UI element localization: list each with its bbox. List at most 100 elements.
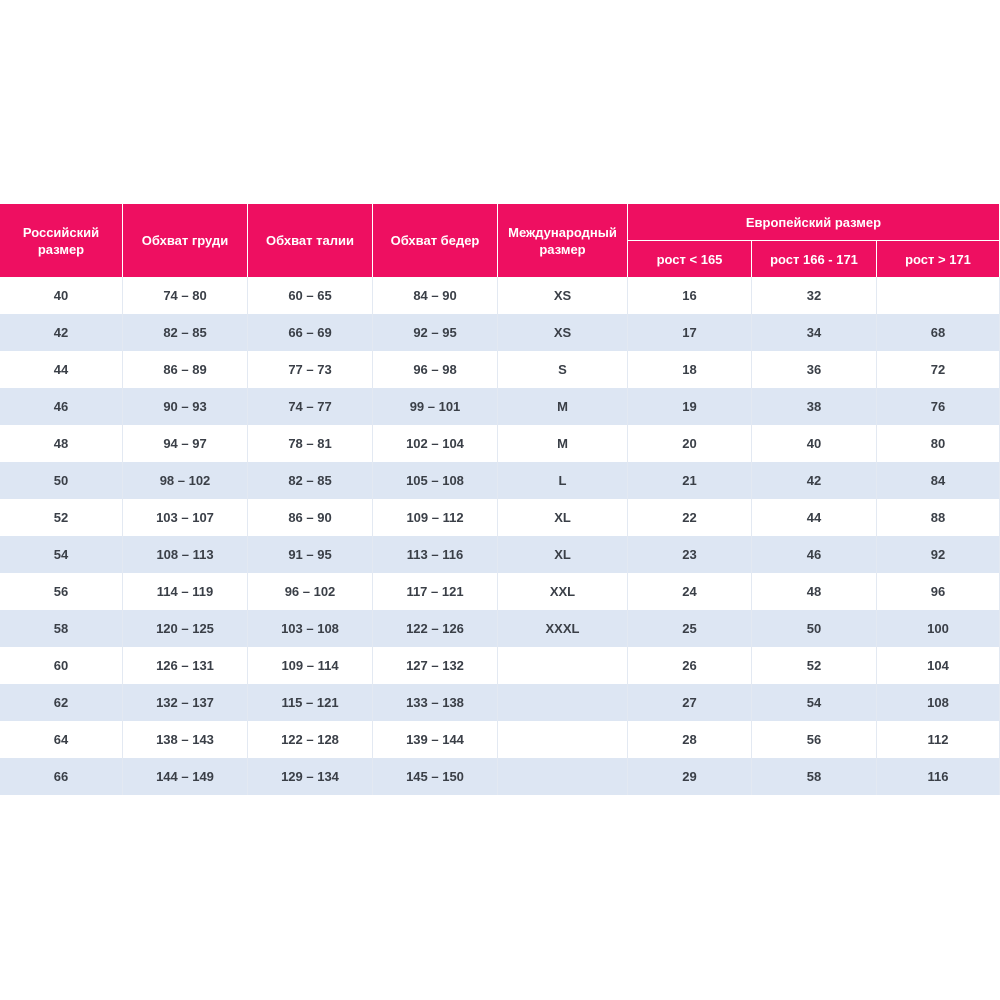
table-cell: XL <box>498 536 628 573</box>
header-subcell: рост 166 - 171 <box>752 241 877 278</box>
table-cell: 72 <box>877 351 1000 388</box>
table-cell: 145 – 150 <box>373 758 498 795</box>
table-cell: 99 – 101 <box>373 388 498 425</box>
table-cell: 133 – 138 <box>373 684 498 721</box>
table-cell: XS <box>498 314 628 351</box>
table-cell <box>498 684 628 721</box>
table-cell: 76 <box>877 388 1000 425</box>
table-cell: 58 <box>752 758 877 795</box>
table-cell: 102 – 104 <box>373 425 498 462</box>
table-cell: 78 – 81 <box>248 425 373 462</box>
table-cell: 96 <box>877 573 1000 610</box>
table-cell: 29 <box>628 758 752 795</box>
table-cell: 84 – 90 <box>373 277 498 314</box>
table-cell: 18 <box>628 351 752 388</box>
table-cell: XXXL <box>498 610 628 647</box>
table-cell: 21 <box>628 462 752 499</box>
table-cell: 132 – 137 <box>123 684 248 721</box>
table-cell: 50 <box>0 462 123 499</box>
table-cell: 122 – 128 <box>248 721 373 758</box>
table-cell: 68 <box>877 314 1000 351</box>
table-cell <box>498 758 628 795</box>
header-subcell: рост < 165 <box>628 241 752 278</box>
table-cell: 54 <box>752 684 877 721</box>
table-cell: XS <box>498 277 628 314</box>
table-cell: 80 <box>877 425 1000 462</box>
table-cell: 23 <box>628 536 752 573</box>
table-cell: 120 – 125 <box>123 610 248 647</box>
table-cell: 86 – 90 <box>248 499 373 536</box>
table-cell: 44 <box>752 499 877 536</box>
header-cell: Обхват талии <box>248 204 373 278</box>
table-cell: 42 <box>0 314 123 351</box>
table-cell: L <box>498 462 628 499</box>
table-cell: 34 <box>752 314 877 351</box>
table-cell: 50 <box>752 610 877 647</box>
table-cell: 122 – 126 <box>373 610 498 647</box>
table-cell: 105 – 108 <box>373 462 498 499</box>
table-cell: 40 <box>752 425 877 462</box>
table-cell: 96 – 102 <box>248 573 373 610</box>
table-cell: 60 <box>0 647 123 684</box>
table-cell: 19 <box>628 388 752 425</box>
table-cell: 66 – 69 <box>248 314 373 351</box>
table-cell: 46 <box>0 388 123 425</box>
table-cell: 54 <box>0 536 123 573</box>
table-cell: 144 – 149 <box>123 758 248 795</box>
table-cell <box>877 277 1000 314</box>
table-cell: 48 <box>752 573 877 610</box>
table-cell: 104 <box>877 647 1000 684</box>
table-cell: 66 <box>0 758 123 795</box>
table-cell: 52 <box>0 499 123 536</box>
table-cell: XXL <box>498 573 628 610</box>
table-cell: 44 <box>0 351 123 388</box>
table-cell: 27 <box>628 684 752 721</box>
table-cell: 108 – 113 <box>123 536 248 573</box>
table-cell: 17 <box>628 314 752 351</box>
table-cell: 60 – 65 <box>248 277 373 314</box>
table-cell: 24 <box>628 573 752 610</box>
table-cell: 40 <box>0 277 123 314</box>
table-cell: 26 <box>628 647 752 684</box>
table-cell: 138 – 143 <box>123 721 248 758</box>
table-cell <box>498 721 628 758</box>
table-cell: 62 <box>0 684 123 721</box>
table-cell: 115 – 121 <box>248 684 373 721</box>
table-cell: 74 – 77 <box>248 388 373 425</box>
table-cell: 22 <box>628 499 752 536</box>
table-cell: 82 – 85 <box>123 314 248 351</box>
table-cell: 96 – 98 <box>373 351 498 388</box>
table-cell: 48 <box>0 425 123 462</box>
table-cell: 20 <box>628 425 752 462</box>
table-cell: 46 <box>752 536 877 573</box>
header-cell: Обхват груди <box>123 204 248 278</box>
table-cell: 84 <box>877 462 1000 499</box>
table-cell: 114 – 119 <box>123 573 248 610</box>
table-cell: 28 <box>628 721 752 758</box>
table-cell: 58 <box>0 610 123 647</box>
table-cell: 113 – 116 <box>373 536 498 573</box>
table-cell: 88 <box>877 499 1000 536</box>
table-cell: 56 <box>752 721 877 758</box>
header-group: Европейский размер <box>628 204 1000 241</box>
header-subcell: рост > 171 <box>877 241 1000 278</box>
table-cell: 90 – 93 <box>123 388 248 425</box>
table-cell: 109 – 112 <box>373 499 498 536</box>
table-cell: S <box>498 351 628 388</box>
table-cell: 116 <box>877 758 1000 795</box>
table-cell: M <box>498 425 628 462</box>
table-cell: 112 <box>877 721 1000 758</box>
table-cell: 100 <box>877 610 1000 647</box>
table-cell: 56 <box>0 573 123 610</box>
table-cell: 129 – 134 <box>248 758 373 795</box>
table-cell: 103 – 107 <box>123 499 248 536</box>
table-cell: 82 – 85 <box>248 462 373 499</box>
table-cell: 139 – 144 <box>373 721 498 758</box>
header-cell: Международный размер <box>498 204 628 278</box>
table-cell: 117 – 121 <box>373 573 498 610</box>
table-cell: M <box>498 388 628 425</box>
table-cell: 127 – 132 <box>373 647 498 684</box>
header-cell: Российский размер <box>0 204 123 278</box>
table-cell: 16 <box>628 277 752 314</box>
table-cell: 52 <box>752 647 877 684</box>
